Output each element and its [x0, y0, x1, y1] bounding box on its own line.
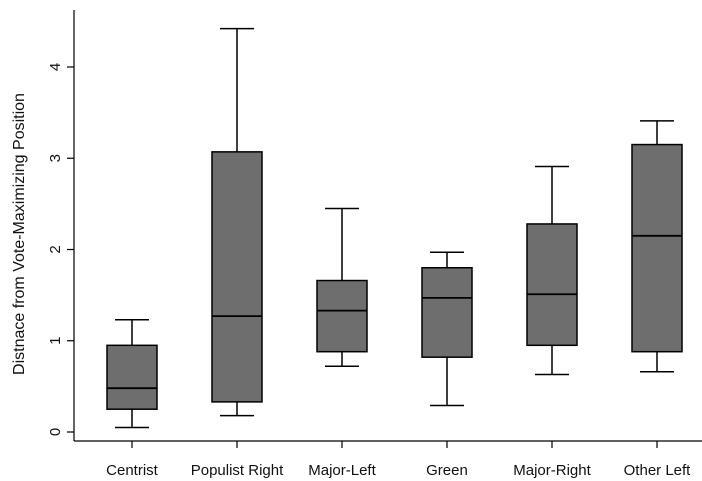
x-tick-label: Populist Right	[191, 462, 284, 479]
box-centrist	[106, 319, 158, 429]
y-tick-label: 0	[47, 428, 64, 436]
y-tick-label: 1	[47, 337, 64, 345]
x-tick-label: Major-Left	[308, 462, 376, 479]
box-major-left	[316, 207, 368, 368]
box-populist-right	[211, 27, 263, 417]
iqr-box	[316, 279, 368, 353]
y-tick-label: 3	[47, 154, 64, 162]
iqr-box	[526, 223, 578, 347]
y-axis: 0 1 2 3 4	[47, 10, 75, 441]
x-tick-label: Centrist	[106, 462, 159, 479]
y-tick-label: 4	[47, 63, 64, 71]
plot-area	[106, 27, 683, 429]
x-axis: Centrist Populist Right Major-Left Green Maj…	[74, 440, 702, 479]
box-other-left	[631, 120, 683, 373]
x-tick-label: Green	[426, 462, 468, 479]
iqr-box	[421, 267, 473, 358]
iqr-box	[211, 151, 263, 403]
x-tick-label: Major-Right	[513, 462, 591, 479]
box-major-right	[526, 165, 578, 376]
x-tick-label: Other Left	[624, 462, 692, 479]
box-green	[421, 251, 473, 407]
y-tick-label: 2	[47, 245, 64, 253]
iqr-box	[106, 344, 158, 410]
y-axis-label: Distnace from Vote-Maximizing Position	[11, 93, 28, 375]
iqr-box	[631, 143, 683, 353]
